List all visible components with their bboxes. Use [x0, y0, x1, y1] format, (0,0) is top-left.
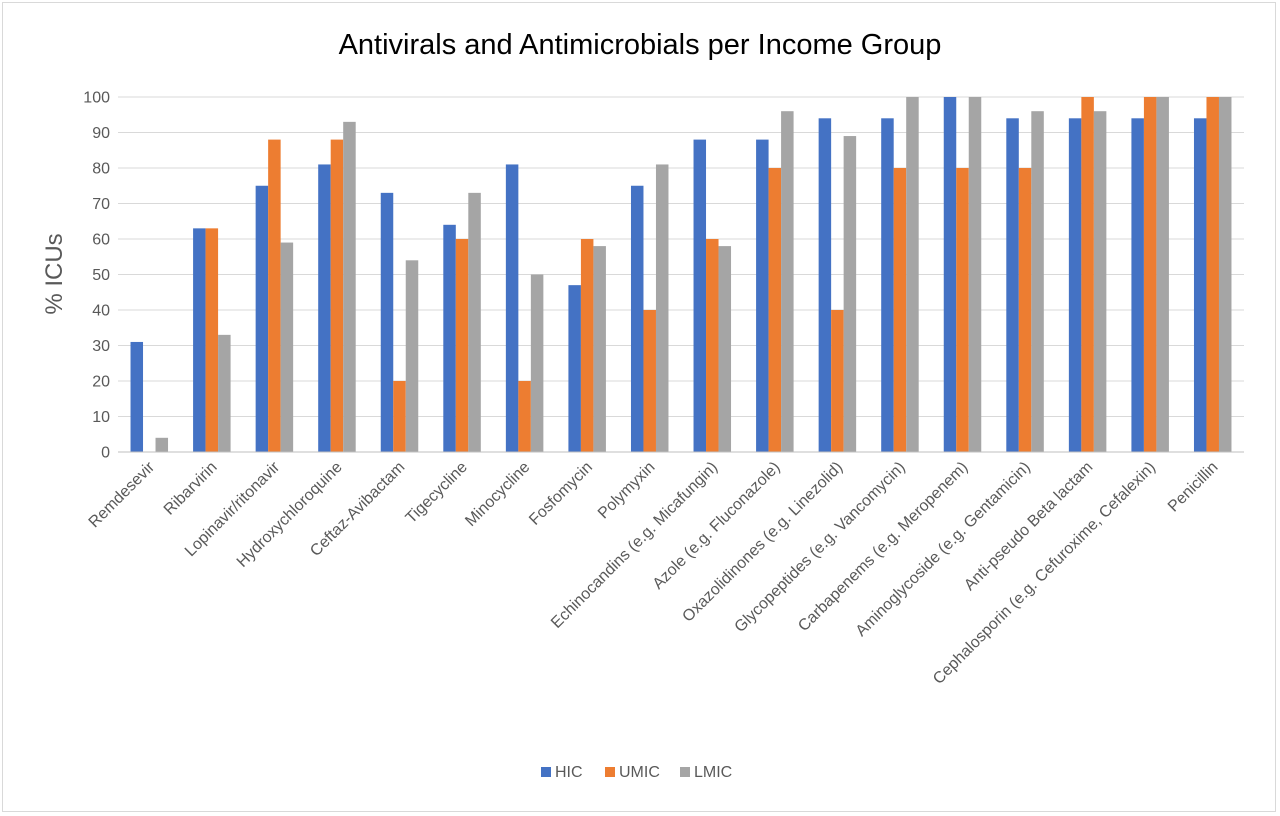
gridlines	[118, 96, 1244, 417]
x-category-label: Tigecycline	[403, 459, 471, 527]
bar-lmic	[530, 274, 544, 452]
bar-lmic	[655, 164, 669, 452]
y-tick-label: 90	[92, 125, 110, 142]
bar-hic	[568, 285, 581, 452]
y-tick-label: 40	[92, 303, 110, 320]
bar-lmic	[1156, 97, 1169, 452]
bar-lmic	[218, 334, 231, 452]
y-tick-label: 0	[101, 445, 110, 462]
bar-hic	[881, 118, 894, 453]
y-tick-label: 20	[92, 374, 110, 391]
bar-hic	[1193, 118, 1207, 453]
bar-lmic	[343, 121, 356, 452]
bar-hic	[318, 164, 331, 452]
bar-hic	[380, 192, 394, 452]
x-category-label: Fosfomycin	[526, 459, 596, 529]
bar-umic	[580, 239, 594, 452]
bar-umic	[330, 139, 344, 452]
bar-hic	[818, 118, 832, 453]
bar-lmic	[1218, 97, 1232, 452]
bar-umic	[205, 228, 219, 452]
bar-hic	[1068, 118, 1082, 453]
bar-lmic	[781, 111, 794, 452]
bar-hic	[1006, 118, 1019, 453]
bar-lmic	[593, 246, 606, 452]
y-tick-label: 100	[83, 90, 110, 107]
bar-lmic	[1093, 111, 1107, 452]
bar-hic	[693, 139, 707, 452]
bar-lmic	[155, 437, 169, 452]
x-category-label: Minocycline	[462, 459, 533, 530]
bar-hic	[443, 224, 456, 452]
bar-umic	[393, 381, 406, 452]
y-tick-label: 70	[92, 196, 110, 213]
x-category-label: Penicillin	[1165, 459, 1222, 516]
x-category-label: Anti-pseudo Beta lactam	[961, 459, 1096, 594]
chart-title: Antivirals and Antimicrobials per Income…	[339, 29, 942, 61]
y-tick-label: 10	[92, 409, 110, 426]
bar-umic	[831, 310, 844, 452]
x-category-label: Hydroxychloroquine	[234, 459, 346, 571]
bar-umic	[643, 310, 656, 452]
bar-umic	[268, 139, 281, 452]
bars	[130, 97, 1232, 453]
bar-umic	[1206, 97, 1219, 452]
y-axis-ticks: 0 10 20 30 40 50 60 70 80 90 100	[83, 90, 110, 462]
bar-hic	[756, 139, 769, 452]
y-tick-label: 50	[92, 267, 110, 284]
bar-umic	[518, 381, 531, 452]
bar-hic	[1131, 118, 1144, 453]
x-category-label: Ribarvirin	[161, 459, 221, 519]
x-category-label: Polymyxin	[595, 459, 659, 523]
legend-label-umic: UMIC	[619, 764, 660, 781]
y-tick-label: 60	[92, 232, 110, 249]
bar-lmic	[280, 242, 294, 452]
bar-lmic	[843, 136, 857, 453]
bar-lmic	[468, 192, 481, 452]
bar-hic	[630, 185, 644, 452]
bar-lmic	[1031, 111, 1044, 452]
legend-label-lmic: LMIC	[694, 764, 732, 781]
y-tick-label: 30	[92, 338, 110, 355]
bar-umic	[893, 168, 907, 452]
bar-lmic	[718, 246, 732, 452]
bar-umic	[1143, 97, 1157, 452]
bar-lmic	[405, 260, 419, 452]
legend-swatch-umic	[605, 767, 615, 777]
legend-label-hic: HIC	[555, 764, 583, 781]
x-category-label: Remdesevir	[86, 458, 159, 531]
bar-umic	[1081, 97, 1094, 452]
x-axis-categories: Remdesevir RibarvirinLopinavir/ritonavirH…	[86, 458, 1222, 687]
bar-umic	[1018, 168, 1032, 452]
y-axis-label: % ICUs	[41, 233, 68, 314]
bar-hic	[505, 164, 519, 452]
legend: HIC UMIC LMIC	[541, 764, 732, 781]
bar-hic	[255, 185, 269, 452]
legend-swatch-hic	[541, 767, 551, 777]
x-category-label: Azole (e.g. Fluconazole)	[650, 459, 784, 593]
bar-umic	[768, 168, 782, 452]
legend-swatch-lmic	[680, 767, 690, 777]
bar-hic	[943, 97, 957, 452]
bar-umic	[956, 168, 969, 452]
bar-lmic	[968, 97, 982, 452]
y-tick-label: 80	[92, 161, 110, 178]
x-category-label: Cephalosporin (e.g. Cefuroxime, Cefalexi…	[930, 459, 1159, 688]
bar-lmic	[906, 97, 919, 452]
bar-hic	[130, 341, 144, 452]
bar-umic	[706, 239, 719, 452]
bar-umic	[455, 239, 469, 452]
bar-hic	[193, 228, 206, 452]
